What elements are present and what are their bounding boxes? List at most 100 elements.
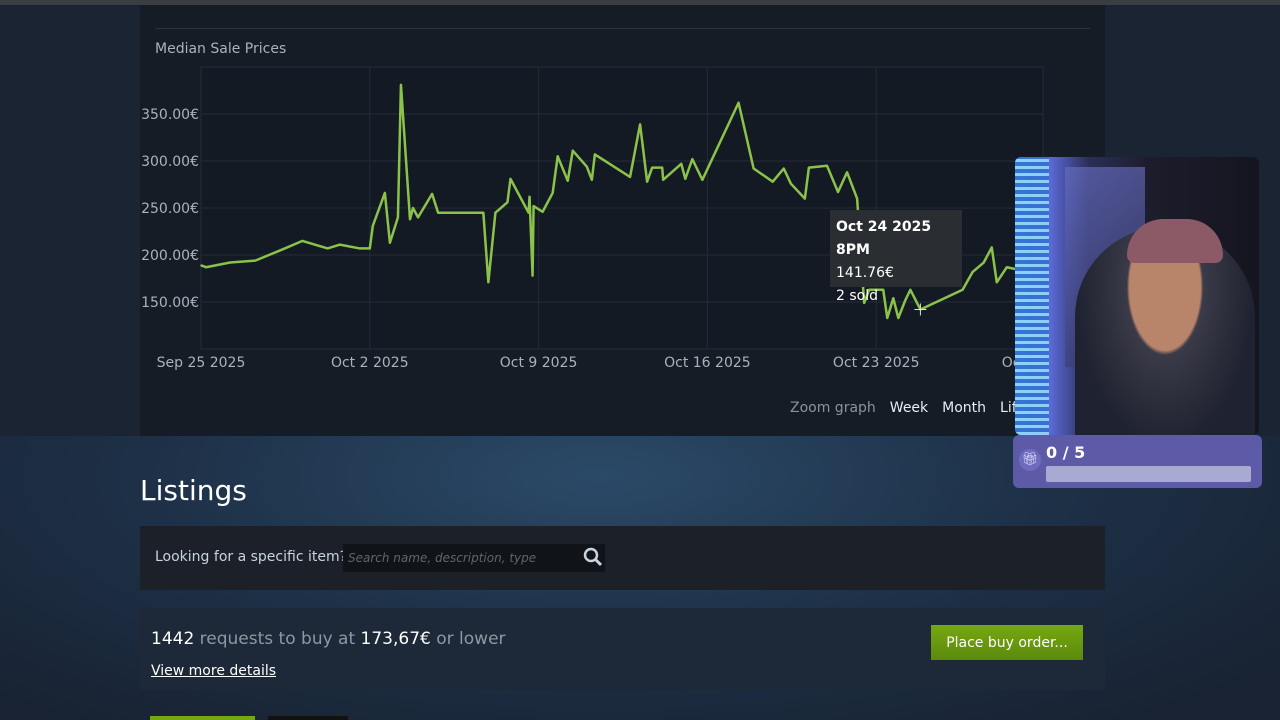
data-point xyxy=(494,211,497,214)
data-point xyxy=(846,171,848,174)
x-tick-label: Oct 23 2025 xyxy=(833,355,920,371)
x-tick-label: Sep 25 2025 xyxy=(157,355,246,371)
data-point xyxy=(482,211,485,214)
webcam-lights xyxy=(1015,157,1049,435)
webcam-overlay xyxy=(1015,157,1259,435)
goal-count: 0 / 5 xyxy=(1046,443,1086,462)
data-point xyxy=(586,165,588,168)
data-point xyxy=(892,297,895,300)
data-point xyxy=(417,216,419,219)
data-point xyxy=(509,178,512,180)
data-point xyxy=(358,247,361,250)
data-point xyxy=(684,178,687,180)
buy-request-count: 1442 xyxy=(151,629,195,649)
data-point xyxy=(556,155,559,158)
x-tick-label: Oct 16 2025 xyxy=(664,355,751,371)
data-point xyxy=(528,195,531,198)
y-tick-label: 150.00€ xyxy=(141,295,199,311)
data-point xyxy=(527,211,530,214)
chart-tooltip: Oct 24 2025 8PM 141.76€ 2 sold xyxy=(830,210,962,304)
search-icon[interactable] xyxy=(582,546,604,568)
data-point xyxy=(909,288,912,291)
data-point xyxy=(254,259,257,262)
tooltip-price: 141.76€ xyxy=(836,265,894,281)
x-tick-label: Oct 9 2025 xyxy=(500,355,578,371)
listing-search-bar: Looking for a specific item? xyxy=(140,526,1105,590)
data-point xyxy=(205,266,207,269)
data-point xyxy=(1006,266,1008,269)
y-tick-label: 300.00€ xyxy=(141,154,199,170)
data-point xyxy=(826,164,828,167)
data-point xyxy=(301,240,304,242)
data-point xyxy=(506,201,509,204)
data-point xyxy=(680,163,683,165)
search-input[interactable] xyxy=(343,544,605,572)
data-point xyxy=(771,180,774,183)
buy-order-text: 1442 requests to buy at 173,67€ or lower xyxy=(151,629,506,649)
data-point xyxy=(868,288,870,291)
data-point xyxy=(541,210,544,213)
zoom-month-button[interactable]: Month xyxy=(942,400,987,416)
x-tick-label: Oct 2 2025 xyxy=(331,355,409,371)
data-point xyxy=(397,216,399,219)
crosshair-cursor xyxy=(914,303,927,316)
data-point xyxy=(594,153,596,156)
data-point xyxy=(384,192,386,194)
data-point xyxy=(837,191,839,193)
data-point xyxy=(389,241,391,244)
data-point xyxy=(691,158,694,160)
buy-button-partial[interactable] xyxy=(150,716,255,720)
data-point xyxy=(882,288,885,291)
place-buy-order-button[interactable]: Place buy order... xyxy=(931,625,1083,660)
data-point xyxy=(431,193,433,195)
data-point xyxy=(651,166,653,169)
data-point xyxy=(532,205,535,207)
data-point xyxy=(904,299,907,301)
data-point xyxy=(856,197,858,200)
data-point xyxy=(437,211,439,214)
data-point xyxy=(982,261,985,264)
gift-goal-widget: 🎁︎ 0 / 5 xyxy=(1013,435,1262,488)
data-point xyxy=(886,317,889,319)
search-label: Looking for a specific item? xyxy=(155,549,348,565)
buy-order-price: 173,67€ xyxy=(360,629,431,649)
chart-title: Median Sale Prices xyxy=(155,41,287,57)
data-point xyxy=(566,179,569,182)
data-point xyxy=(200,264,202,267)
zoom-week-button[interactable]: Week xyxy=(889,400,929,416)
buy-order-text-end: or lower xyxy=(436,629,506,649)
data-point xyxy=(701,179,704,181)
median-price-chart[interactable]: 150.00€ 200.00€ 250.00€ 300.00€ 350.00€ Sep 2… xyxy=(140,5,1105,436)
data-point xyxy=(737,101,740,104)
zoom-graph-label: Zoom graph xyxy=(790,400,876,416)
data-point xyxy=(629,176,631,178)
y-tick-label: 350.00€ xyxy=(141,107,199,123)
gift-icon: 🎁︎ xyxy=(1019,449,1041,471)
goal-progress-bar xyxy=(1046,466,1251,482)
data-point xyxy=(409,218,411,221)
data-point xyxy=(487,281,490,284)
data-point xyxy=(531,274,534,277)
sell-button-partial[interactable] xyxy=(268,716,348,720)
data-point xyxy=(804,197,806,200)
data-point xyxy=(808,166,810,169)
data-point xyxy=(863,302,865,304)
data-point xyxy=(412,207,414,209)
view-more-details-link[interactable]: View more details xyxy=(151,663,277,679)
data-point xyxy=(790,182,792,185)
data-point xyxy=(646,180,648,183)
data-point xyxy=(782,167,785,170)
data-point xyxy=(372,225,374,227)
data-point xyxy=(752,167,755,170)
data-point xyxy=(591,179,593,181)
tooltip-sold: 2 sold xyxy=(836,288,878,304)
data-point xyxy=(400,84,402,86)
listings-heading: Listings xyxy=(140,474,247,507)
data-point xyxy=(571,149,574,152)
data-point xyxy=(662,179,664,181)
webcam-cap xyxy=(1127,219,1223,263)
top-bar xyxy=(0,0,1280,5)
data-point xyxy=(897,317,900,319)
y-tick-label: 200.00€ xyxy=(141,248,199,264)
data-point xyxy=(326,247,329,250)
